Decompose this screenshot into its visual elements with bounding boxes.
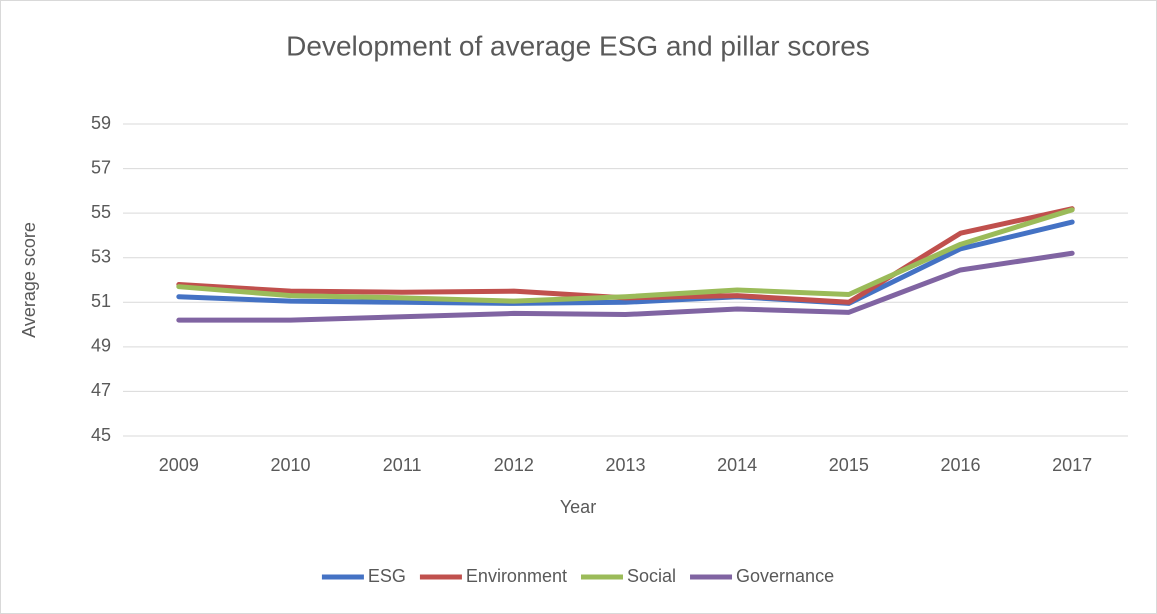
- x-tick-label: 2010: [270, 455, 310, 475]
- x-tick-label: 2013: [605, 455, 645, 475]
- y-tick-label: 59: [91, 113, 111, 133]
- chart-title: Development of average ESG and pillar sc…: [286, 30, 870, 61]
- legend-label: ESG: [368, 566, 406, 586]
- x-tick-label: 2014: [717, 455, 757, 475]
- x-tick-label: 2012: [494, 455, 534, 475]
- x-tick-label: 2011: [383, 455, 422, 475]
- series-line: [176, 207, 1075, 304]
- y-tick-label: 53: [91, 246, 111, 266]
- y-tick-label: 55: [91, 202, 111, 222]
- y-tick-label: 57: [91, 157, 111, 177]
- y-tick-label: 49: [91, 336, 111, 356]
- x-tick-label: 2017: [1052, 455, 1092, 475]
- y-tick-label: 51: [91, 291, 111, 311]
- series-line: [176, 250, 1075, 323]
- legend-label: Governance: [736, 566, 834, 586]
- y-axis-label: Average score: [19, 222, 39, 338]
- x-tick-label: 2016: [940, 455, 980, 475]
- y-tick-label: 45: [91, 425, 111, 445]
- series-line: [176, 219, 1075, 306]
- x-axis-label: Year: [560, 497, 596, 517]
- legend-label: Environment: [466, 566, 567, 586]
- x-tick-label: 2015: [829, 455, 869, 475]
- y-tick-label: 47: [91, 380, 111, 400]
- legend-label: Social: [627, 566, 676, 586]
- x-tick-label: 2009: [159, 455, 199, 475]
